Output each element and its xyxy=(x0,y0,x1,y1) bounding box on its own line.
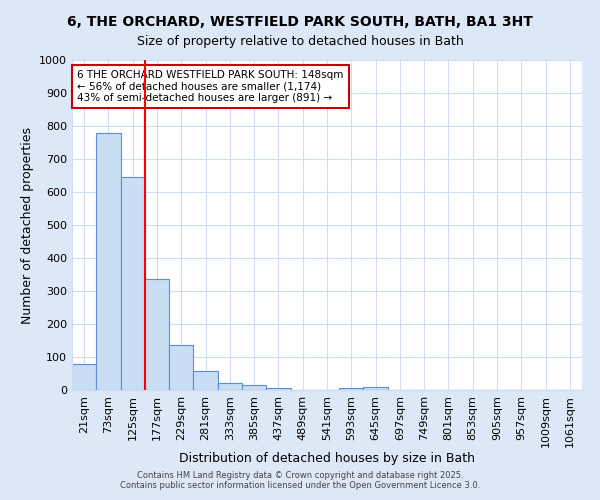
Bar xyxy=(121,177,145,390)
Text: 6, THE ORCHARD, WESTFIELD PARK SOUTH, BATH, BA1 3HT: 6, THE ORCHARD, WESTFIELD PARK SOUTH, BA… xyxy=(67,15,533,29)
Bar xyxy=(72,364,96,390)
Text: Size of property relative to detached houses in Bath: Size of property relative to detached ho… xyxy=(137,35,463,48)
Bar xyxy=(218,382,242,390)
Y-axis label: Number of detached properties: Number of detached properties xyxy=(20,126,34,324)
Bar xyxy=(242,385,266,390)
Text: 6 THE ORCHARD WESTFIELD PARK SOUTH: 148sqm
← 56% of detached houses are smaller : 6 THE ORCHARD WESTFIELD PARK SOUTH: 148s… xyxy=(77,70,343,103)
Bar xyxy=(193,371,218,390)
Bar xyxy=(169,346,193,390)
Text: Contains HM Land Registry data © Crown copyright and database right 2025.
Contai: Contains HM Land Registry data © Crown c… xyxy=(120,470,480,490)
Bar xyxy=(145,280,169,390)
Bar xyxy=(364,386,388,390)
Bar xyxy=(339,388,364,390)
Bar xyxy=(96,132,121,390)
X-axis label: Distribution of detached houses by size in Bath: Distribution of detached houses by size … xyxy=(179,452,475,466)
Bar xyxy=(266,388,290,390)
